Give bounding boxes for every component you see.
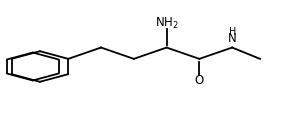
Text: H: H <box>229 27 236 37</box>
Text: NH$_2$: NH$_2$ <box>155 16 178 31</box>
Text: N: N <box>228 32 237 45</box>
Text: O: O <box>195 74 204 87</box>
